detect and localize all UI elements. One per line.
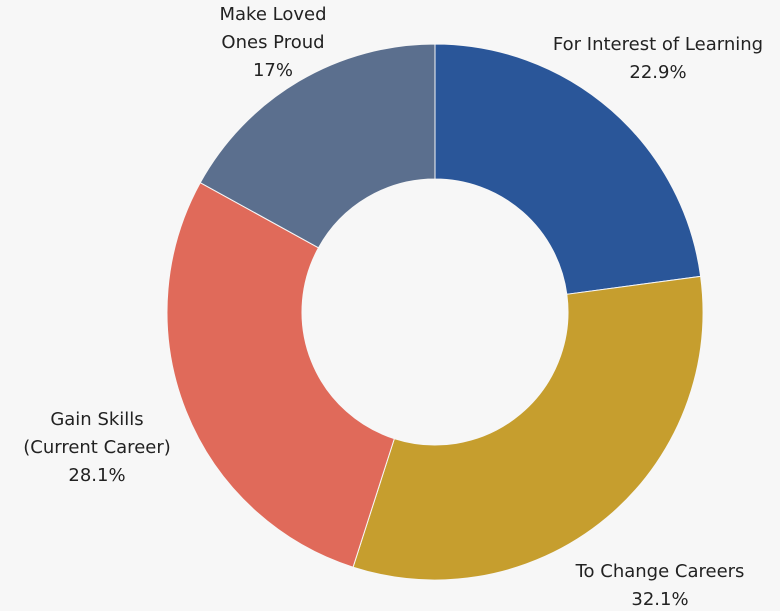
- donut-slice: [199, 43, 436, 249]
- slice-label: For Interest of Learning: [552, 34, 764, 55]
- slice-label: Gain Skills (Current Career): [23, 409, 171, 458]
- slice-label: To Change Careers: [575, 561, 745, 582]
- donut-slice: [434, 43, 702, 295]
- slice-value: 17%: [252, 60, 293, 81]
- slice-value: 32.1%: [631, 589, 689, 610]
- donut-slice: [352, 275, 704, 581]
- slice-label: Make Loved Ones Proud: [219, 4, 327, 53]
- slice-value: 28.1%: [68, 465, 126, 486]
- slice-value: 22.9%: [629, 62, 687, 83]
- donut-slice: [166, 181, 395, 568]
